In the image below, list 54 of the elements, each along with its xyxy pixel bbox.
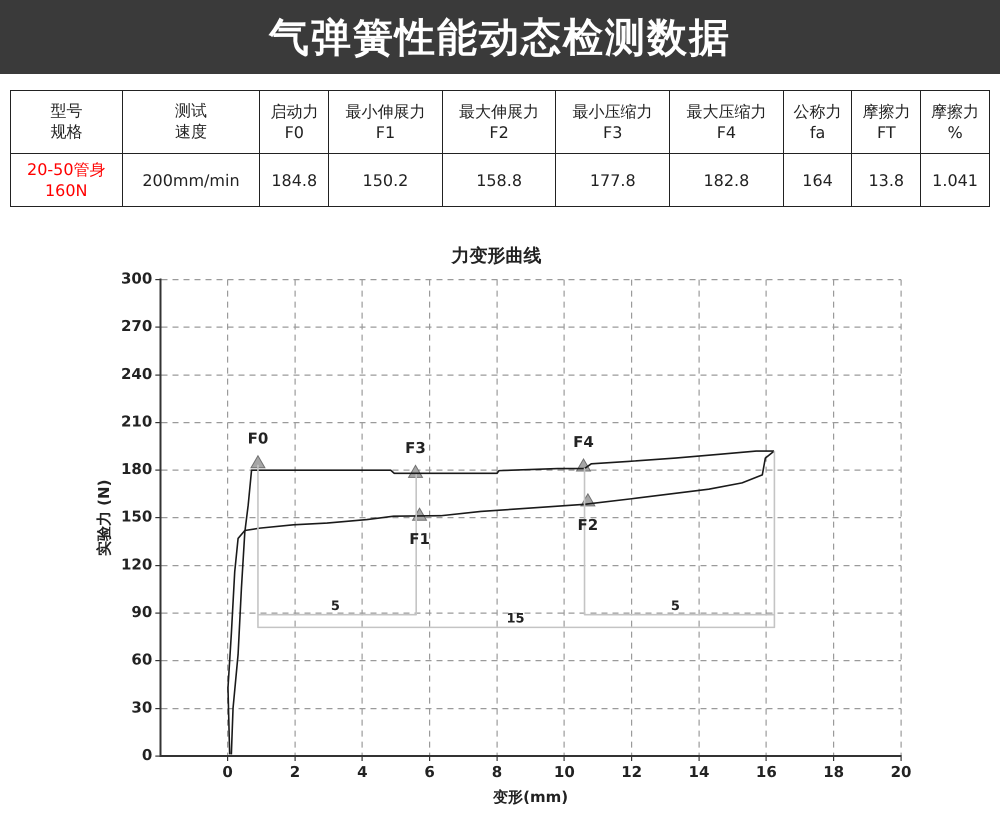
y-tick-label: 240 (121, 364, 152, 383)
text: 184.8 (271, 170, 318, 190)
y-axis-title: 实验力 (N) (94, 480, 113, 556)
category-label: 最大伸展力 F2 (458, 102, 540, 142)
y-tick-label: 270 (121, 317, 152, 336)
x-tick-label: 12 (621, 762, 642, 781)
annotation: 15 (506, 612, 525, 627)
annotation: 5 (670, 599, 680, 614)
x-tick-label: 8 (492, 762, 502, 781)
x-tick-label: 14 (688, 762, 710, 781)
text: 177.8 (590, 170, 636, 190)
category-label: 最小伸展力 F1 (344, 102, 426, 142)
x-tick-label: 16 (756, 762, 777, 781)
category-label: 最小压缩力 F3 (572, 102, 654, 142)
annotation: F2 (578, 516, 598, 534)
category-label: 启动力 F0 (269, 102, 320, 142)
annotation: F1 (409, 530, 430, 548)
category-label: 公称力 fa (792, 102, 843, 142)
y-tick-label: 120 (121, 555, 152, 574)
text: 13.8 (868, 170, 904, 190)
annotation: 5 (330, 599, 340, 614)
category-label: 型号规格 (49, 101, 84, 143)
y-tick-label: 30 (131, 698, 152, 716)
annotation: F0 (248, 430, 268, 448)
category-label: 摩擦力 FT (861, 102, 912, 142)
y-tick-label: 300 (121, 269, 152, 288)
x-tick-label: 6 (424, 762, 435, 781)
text: 158.8 (476, 170, 522, 190)
text: 164 (802, 170, 833, 190)
text: 气弹簧性能动态检测数据 (0, 0, 1000, 74)
text: 200mm/min (142, 170, 240, 190)
y-tick-label: 150 (121, 508, 152, 526)
y-tick-label: 60 (131, 650, 152, 669)
y-tick-label: 0 (142, 746, 152, 764)
chart-title: 力变形曲线 (450, 245, 542, 266)
x-axis-title: 变形(mm) (492, 788, 568, 806)
y-tick-label: 180 (121, 460, 152, 478)
y-tick-label: 210 (121, 412, 152, 430)
annotation: F3 (405, 439, 426, 458)
text: 20-50管身 160N (27, 160, 106, 200)
x-tick-label: 18 (823, 762, 844, 781)
x-tick-label: 20 (890, 762, 912, 781)
text: 182.8 (703, 170, 750, 190)
text: 150.2 (362, 170, 408, 190)
x-tick-label: 10 (554, 762, 575, 781)
category-label: 摩擦力 % (930, 102, 980, 142)
text: 1.041 (932, 170, 978, 190)
y-tick-label: 90 (131, 602, 152, 621)
category-label: 测试速度 (174, 101, 208, 143)
category-label: 最大压缩力 F4 (685, 102, 768, 142)
x-tick-label: 2 (290, 762, 300, 781)
x-tick-label: 0 (222, 762, 233, 781)
x-tick-label: 4 (357, 762, 368, 781)
annotation: F4 (573, 432, 594, 451)
